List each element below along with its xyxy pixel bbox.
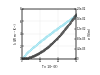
X-axis label: T × 10³ (K): T × 10³ (K) [41, 65, 57, 69]
Y-axis label: λ (W m⁻¹ K⁻¹): λ (W m⁻¹ K⁻¹) [14, 23, 18, 44]
Y-axis label: σ (S/m): σ (S/m) [88, 28, 92, 39]
